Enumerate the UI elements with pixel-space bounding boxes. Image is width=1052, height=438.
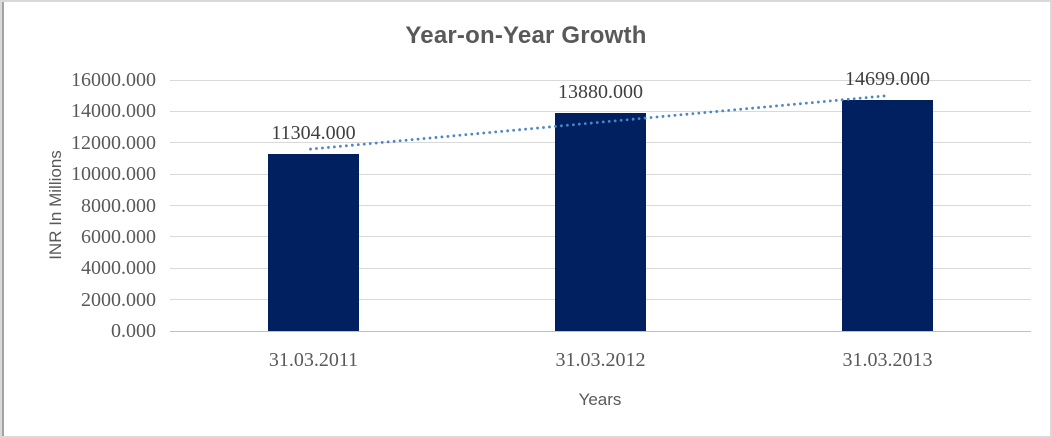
x-axis-title: Years — [578, 390, 622, 409]
gridline — [170, 79, 1031, 81]
bar[interactable] — [555, 113, 646, 331]
y-tick-label: 2000.000 — [81, 288, 156, 311]
chart-title: Year-on-Year Growth — [405, 22, 647, 49]
y-tick-label: 10000.000 — [71, 163, 156, 186]
y-tick-label: 0.000 — [111, 320, 156, 342]
bar[interactable] — [842, 100, 933, 331]
data-label: 11304.000 — [271, 121, 356, 144]
y-tick-label: 4000.000 — [81, 257, 156, 280]
x-axis-line — [170, 330, 1031, 332]
y-tick-label: 8000.000 — [81, 194, 156, 217]
y-tick-label: 12000.000 — [71, 131, 156, 154]
bar[interactable] — [268, 153, 359, 331]
data-label: 13880.000 — [558, 81, 643, 104]
y-tick-label: 14000.000 — [71, 100, 156, 123]
y-tick-label: 16000.000 — [71, 69, 156, 91]
y-tick-label: 6000.000 — [81, 225, 156, 248]
x-tick-label: 31.03.2013 — [842, 349, 933, 371]
x-tick-label: 31.03.2012 — [555, 349, 646, 371]
data-label: 14699.000 — [845, 68, 930, 91]
x-tick-label: 31.03.2011 — [268, 349, 359, 371]
